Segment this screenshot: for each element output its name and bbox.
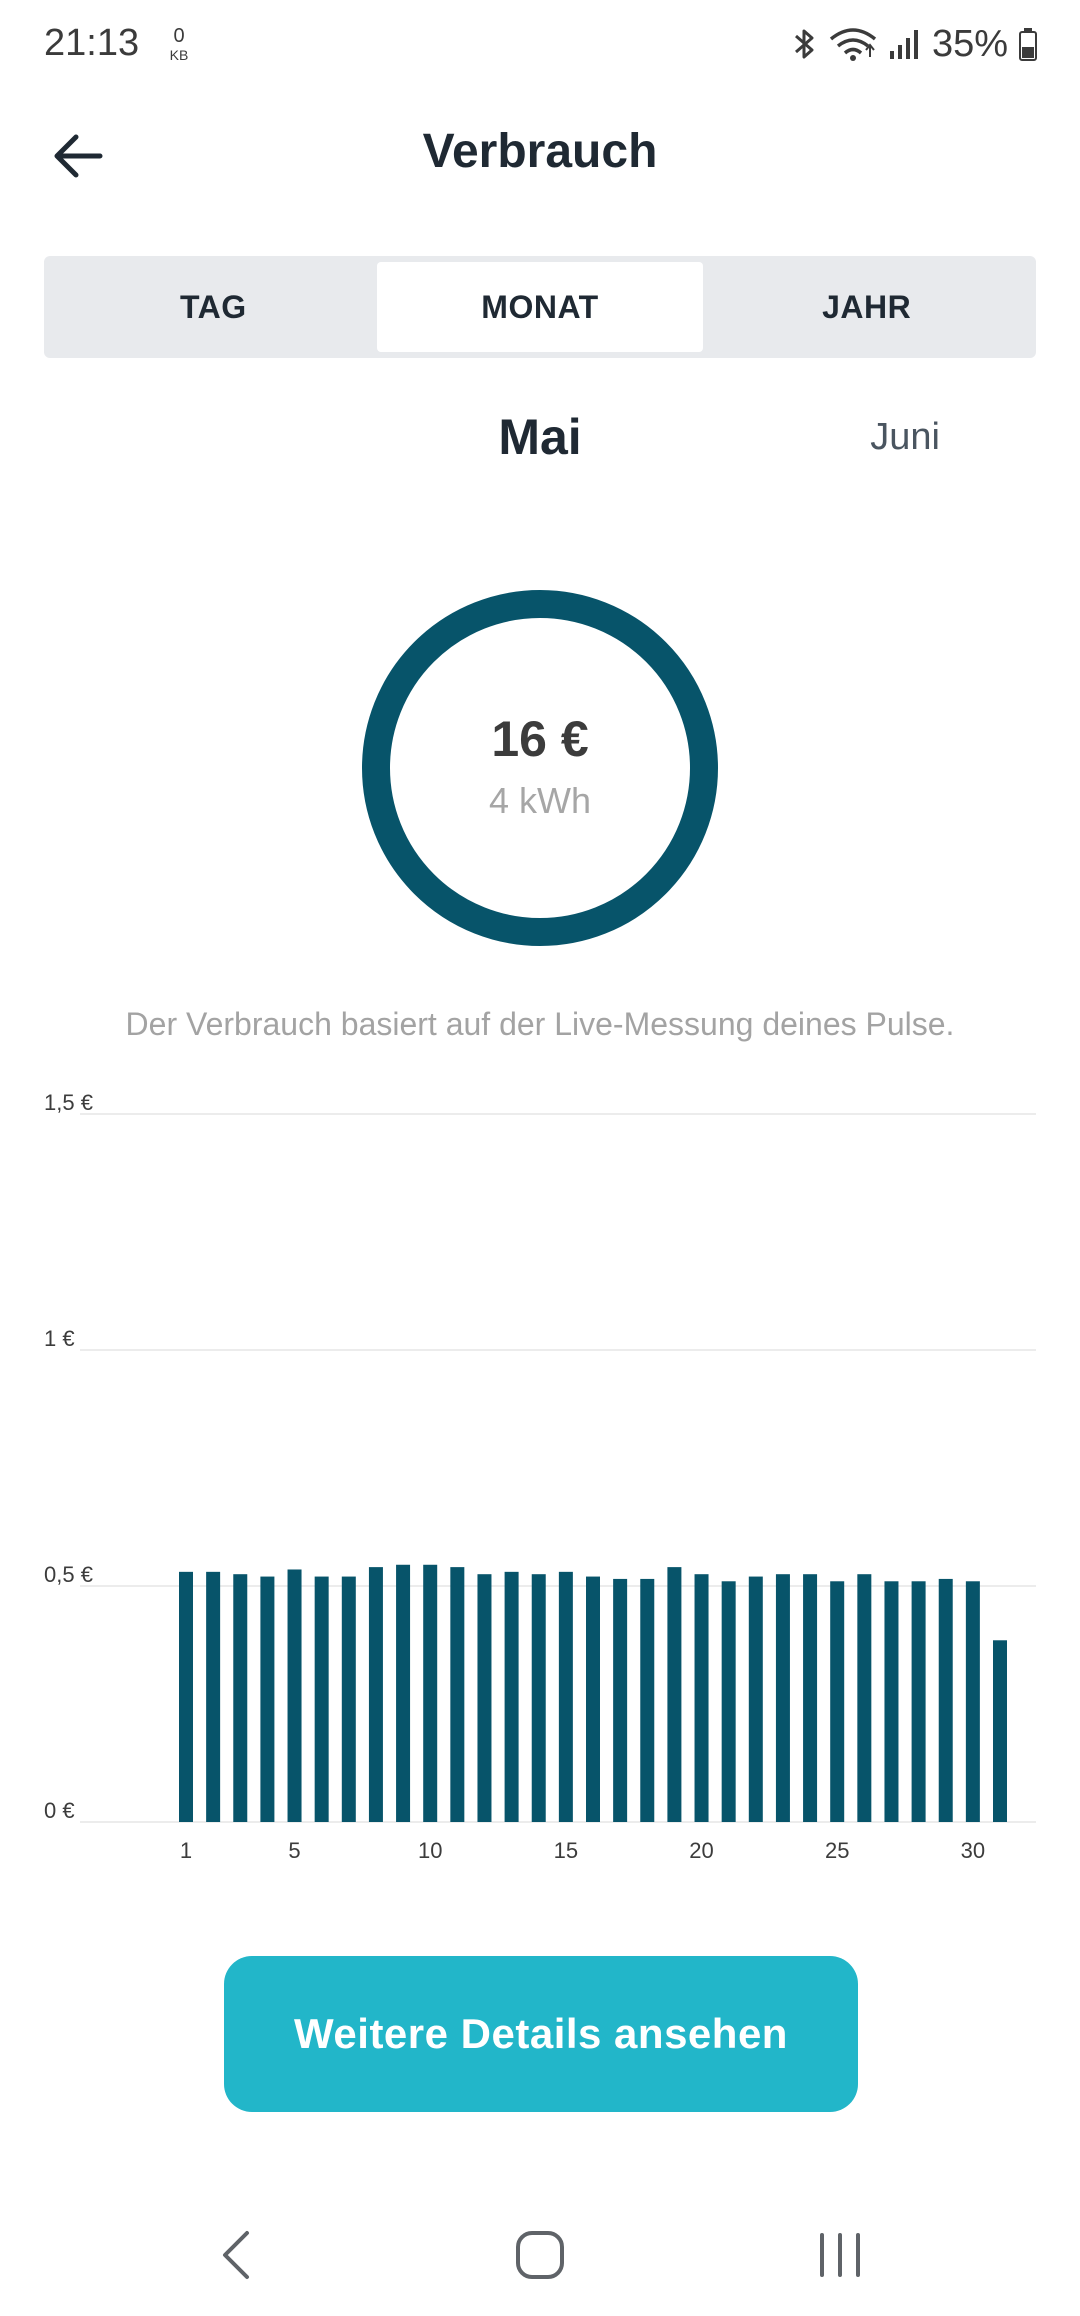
recents-nav-button[interactable]: [795, 2210, 885, 2300]
signal-icon: [888, 27, 922, 61]
bar: [830, 1581, 845, 1822]
y-tick-label: 0,5 €: [44, 1562, 93, 1587]
back-nav-icon: [223, 2231, 249, 2279]
y-tick-label: 1,5 €: [44, 1090, 93, 1115]
current-month: Mai: [498, 409, 582, 465]
bar: [287, 1569, 302, 1822]
wifi-icon: [828, 26, 878, 62]
bluetooth-icon: [792, 27, 818, 61]
x-tick-label: 25: [825, 1838, 849, 1860]
back-nav-button[interactable]: [190, 2210, 280, 2300]
bar: [341, 1576, 356, 1822]
bar: [396, 1564, 411, 1822]
bar: [450, 1567, 465, 1822]
home-nav-icon: [516, 2231, 564, 2279]
arrow-left-icon: [54, 134, 103, 178]
x-tick-label: 1: [180, 1838, 192, 1860]
tab-jahr[interactable]: JAHR: [822, 288, 912, 325]
bar: [586, 1576, 600, 1822]
bar: [477, 1574, 492, 1822]
battery-percent: 35%: [931, 22, 1008, 65]
tab-monat[interactable]: MONAT: [376, 262, 704, 352]
x-tick-label: 30: [961, 1838, 985, 1860]
bar: [911, 1581, 926, 1822]
back-button[interactable]: [44, 122, 112, 190]
home-nav-button[interactable]: [495, 2210, 585, 2300]
total-amount: 16 €: [491, 711, 589, 767]
bar: [613, 1578, 628, 1822]
bar: [314, 1576, 329, 1822]
bar: [368, 1567, 383, 1822]
more-details-button[interactable]: Weitere Details ansehen: [224, 1956, 858, 2112]
next-month[interactable]: Juni: [870, 416, 940, 458]
bar: [803, 1574, 818, 1822]
bar: [857, 1574, 872, 1822]
bar: [993, 1640, 1007, 1822]
bar: [667, 1567, 682, 1822]
status-icons: 35%: [792, 22, 1038, 66]
bar: [531, 1574, 546, 1822]
status-time: 21:13: [44, 22, 140, 64]
status-bar: 21:13 0 KB 35%: [0, 0, 1080, 96]
bar: [721, 1581, 736, 1822]
data-rate-indicator: 0 KB: [164, 26, 194, 62]
bar: [965, 1581, 980, 1822]
consumption-ring: 16 € 4 kWh: [362, 590, 718, 946]
ring-graphic: [362, 590, 718, 946]
system-nav-bar: [0, 2196, 1080, 2316]
x-tick-label: 5: [288, 1838, 300, 1860]
bar: [694, 1574, 709, 1822]
data-rate-unit: KB: [169, 47, 189, 63]
bar: [423, 1564, 438, 1822]
bar: [179, 1571, 193, 1822]
tab-tag[interactable]: TAG: [180, 288, 247, 325]
x-tick-label: 15: [554, 1838, 578, 1860]
battery-icon: [1018, 27, 1038, 61]
bar: [504, 1571, 519, 1822]
bar: [775, 1574, 790, 1822]
bar: [206, 1571, 221, 1822]
daily-consumption-chart: 0 €0,5 €1 €1,5 €1 5 10 15 20 25 30: [0, 1080, 1080, 1863]
recents-nav-icon: [820, 2233, 860, 2277]
y-tick-label: 1 €: [44, 1326, 75, 1351]
total-energy: 4 kWh: [488, 780, 592, 821]
bar: [558, 1571, 573, 1822]
period-tabs: TAG MONAT JAHR: [44, 256, 1036, 358]
bar: [938, 1578, 953, 1822]
bar: [884, 1581, 899, 1822]
chart-svg: 0 €0,5 €1 €1,5 €1 5 10 15 20 25 30: [44, 1090, 1036, 1863]
bar: [260, 1576, 275, 1822]
y-tick-label: 0 €: [44, 1798, 75, 1823]
x-tick-label: 20: [689, 1838, 713, 1860]
bar: [640, 1578, 655, 1822]
data-rate-value: 0: [173, 25, 185, 47]
info-text: Der Verbrauch basiert auf der Live-Messu…: [125, 1006, 955, 1042]
x-tick-label: 10: [418, 1838, 442, 1860]
page-title: Verbrauch: [422, 125, 658, 178]
bar: [233, 1574, 248, 1822]
bar: [748, 1576, 763, 1822]
